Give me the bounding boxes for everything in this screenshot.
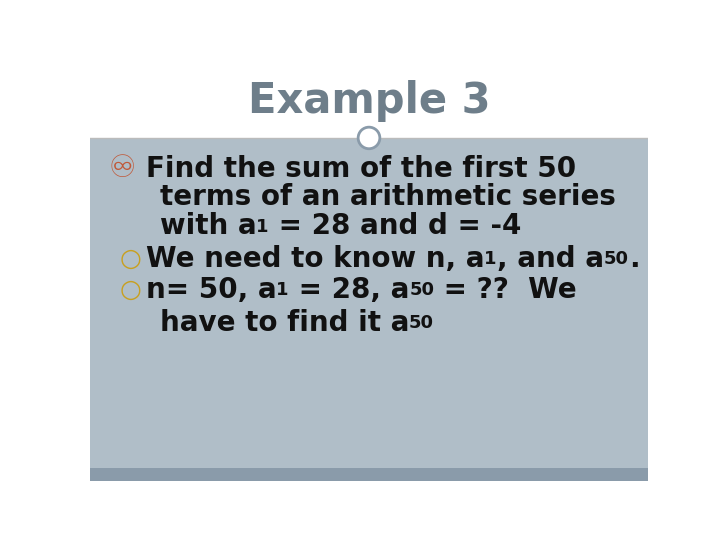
Text: , and a: , and a <box>497 245 604 273</box>
Text: Find the sum of the first 50: Find the sum of the first 50 <box>145 155 576 183</box>
Text: ○: ○ <box>120 278 141 302</box>
Bar <box>90 65 648 138</box>
Text: = 28, a: = 28, a <box>289 275 409 303</box>
Bar <box>90 468 648 481</box>
Text: Example 3: Example 3 <box>248 80 490 123</box>
Text: 1: 1 <box>485 250 497 268</box>
Text: ♾: ♾ <box>109 154 136 183</box>
Circle shape <box>358 127 380 148</box>
Text: 1: 1 <box>276 281 289 299</box>
Bar <box>90 138 648 468</box>
Text: = 28 and d = -4: = 28 and d = -4 <box>269 213 521 240</box>
Text: We need to know n, a: We need to know n, a <box>145 245 485 273</box>
Text: .: . <box>629 245 639 273</box>
Text: have to find it a: have to find it a <box>160 309 409 337</box>
Text: 50: 50 <box>604 250 629 268</box>
Text: n= 50, a: n= 50, a <box>145 275 276 303</box>
Text: 50: 50 <box>409 281 434 299</box>
Text: = ??  We: = ?? We <box>434 275 577 303</box>
Text: 1: 1 <box>256 218 269 236</box>
Text: 50: 50 <box>409 314 434 332</box>
Text: ○: ○ <box>120 247 141 271</box>
Text: terms of an arithmetic series: terms of an arithmetic series <box>160 183 616 211</box>
Text: with a: with a <box>160 213 256 240</box>
